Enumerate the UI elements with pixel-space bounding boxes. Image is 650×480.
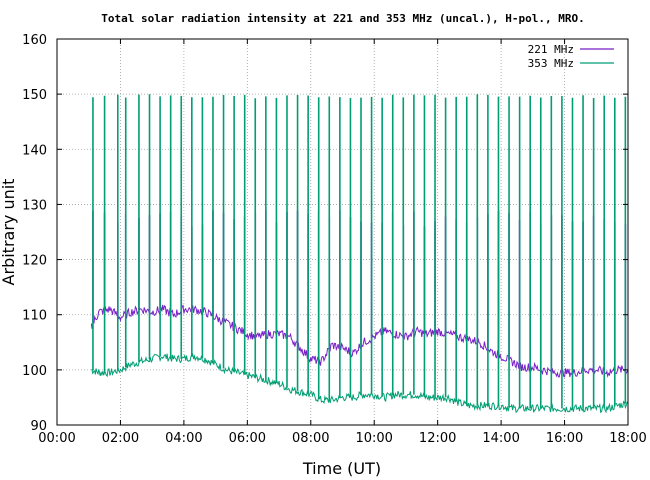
x-tick-label: 10:00	[355, 431, 392, 446]
y-tick-label: 130	[22, 198, 47, 213]
x-tick-label: 00:00	[38, 431, 75, 446]
legend-label-353: 353 MHz	[528, 57, 574, 70]
y-tick-label: 90	[30, 419, 47, 434]
x-tick-label: 04:00	[165, 431, 202, 446]
series-221-mhz	[90, 210, 629, 378]
y-tick-label: 160	[22, 33, 47, 48]
x-tick-label: 06:00	[229, 431, 266, 446]
legend-label-221: 221 MHz	[528, 43, 574, 56]
x-tick-label: 12:00	[419, 431, 456, 446]
grid-lines	[57, 39, 628, 425]
x-axis-ticks: 00:00 02:00 04:00 06:00 08:00 10:00 12:00 14:00…	[38, 39, 647, 446]
plot-frame	[56, 38, 629, 426]
x-tick-label: 16:00	[546, 431, 583, 446]
x-axis-label: Time (UT)	[302, 459, 381, 478]
y-axis-label: Arbitrary unit	[0, 179, 18, 286]
chart-title: Total solar radiation intensity at 221 a…	[101, 12, 584, 25]
x-tick-label: 08:00	[292, 431, 329, 446]
y-tick-label: 100	[22, 364, 47, 379]
series-353-mhz	[91, 94, 629, 414]
series-line	[91, 353, 629, 414]
x-tick-label: 18:00	[609, 431, 646, 446]
y-tick-label: 140	[22, 143, 47, 158]
y-tick-label: 110	[22, 309, 47, 324]
y-axis-ticks: 90 100 110 120 130 140 150 160	[22, 33, 628, 434]
y-tick-label: 120	[22, 254, 47, 269]
x-tick-label: 02:00	[102, 431, 139, 446]
series-line	[90, 304, 629, 378]
legend: 221 MHz 353 MHz	[528, 43, 614, 70]
x-tick-label: 14:00	[482, 431, 519, 446]
y-tick-label: 150	[22, 88, 47, 103]
